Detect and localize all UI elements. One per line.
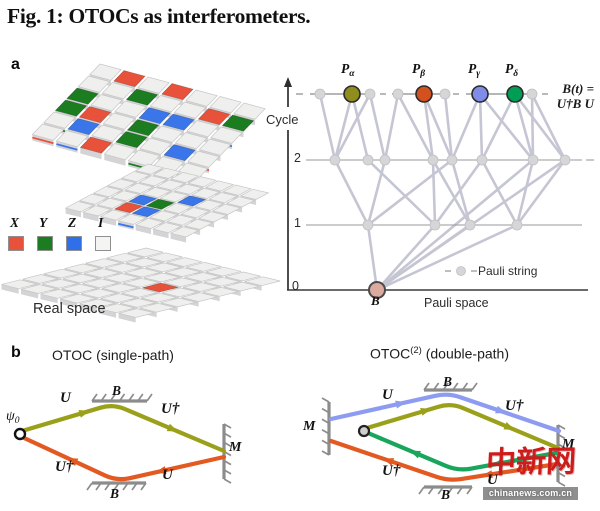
pauli-string-legend-glyph: [445, 266, 477, 276]
legend-i-swatch: [95, 236, 111, 251]
right-udag-bottom-label: U†: [382, 463, 401, 479]
pauli-graph-gridlines: [296, 93, 594, 226]
tick-0: 0: [292, 279, 299, 293]
right-b-bottom-mirror-label: B: [441, 487, 451, 502]
left-b-bottom-mirror-label: B: [110, 486, 120, 501]
otoc2-sup: (2): [410, 345, 422, 356]
qubit-grid-bottom: [1, 247, 281, 323]
bt-line1: B(t) =: [562, 81, 594, 96]
legend-z-swatch: [66, 236, 82, 251]
right-b-top-mirror-label: B: [443, 374, 453, 389]
p-beta-sub: β: [420, 69, 426, 79]
watermark-site: chinanews.com.cn: [483, 487, 578, 500]
p-gamma-label: Pγ: [468, 61, 481, 80]
otoc-single-title: OTOC (single-path): [52, 347, 174, 363]
panel-a-label: a: [11, 56, 20, 73]
pauli-graph-edges: [318, 92, 567, 292]
left-udag-bottom-label: U†: [55, 459, 74, 475]
left-udag-top-label: U†: [161, 401, 180, 417]
cycle-axis-label: Cycle: [266, 112, 299, 127]
left-m-mirror-label: M: [229, 440, 242, 455]
p-beta-label: Pβ: [412, 61, 426, 80]
tick-1: 1: [294, 216, 301, 230]
panel-b-label: b: [11, 344, 21, 361]
double-path-state-marker: [357, 424, 371, 438]
heisenberg-operator-label: B(t) = U†B U: [538, 81, 594, 111]
bt-line2: U†B U: [556, 95, 594, 111]
legend-y-label: Y: [39, 215, 48, 230]
cycle-axis: [284, 77, 588, 291]
legend-x-swatch: [8, 236, 24, 251]
tick-2: 2: [294, 151, 301, 165]
real-space-label: Real space: [33, 301, 106, 317]
qubit-grid-top: [31, 63, 266, 186]
double-path-beams: [328, 392, 562, 482]
qubit-grid-middle: [64, 163, 270, 243]
right-m-right-mirror-label: M: [562, 437, 575, 452]
watermark-logo: 中新网: [485, 445, 577, 480]
otoc-double-title: OTOC(2) (double-path): [370, 346, 509, 361]
p-delta-label: Pδ: [505, 61, 519, 80]
pauli-string-legend-label: Pauli string: [478, 264, 538, 278]
legend-y-swatch: [37, 236, 53, 251]
p-alpha-main: P: [341, 61, 350, 76]
left-u-bottom-label: U: [162, 467, 173, 483]
psi-sub: 0: [14, 416, 20, 426]
otoc2-main: OTOC: [370, 345, 411, 362]
legend-z-label: Z: [68, 215, 77, 230]
single-path-beams: [19, 404, 227, 482]
legend-i-label: I: [98, 215, 104, 230]
psi-main: ψ: [6, 409, 15, 424]
p-delta-main: P: [505, 61, 514, 76]
right-u-bottom-label: U: [487, 472, 498, 488]
figure-title: Fig. 1: OTOCs as interferometers.: [7, 4, 311, 28]
right-udag-top-label: U†: [505, 398, 524, 414]
p-delta-sub: δ: [513, 69, 519, 79]
left-b-top-mirror-label: B: [112, 383, 122, 398]
b-node-label: B: [371, 293, 380, 308]
p-gamma-main: P: [468, 61, 477, 76]
legend-x-label: X: [10, 215, 20, 230]
psi0-label: ψ0: [6, 409, 20, 427]
p-beta-main: P: [412, 61, 421, 76]
p-alpha-label: Pα: [341, 61, 355, 80]
left-u-top-label: U: [60, 390, 71, 406]
p-gamma-sub: γ: [476, 69, 481, 79]
otoc2-rest: (double-path): [421, 345, 509, 362]
p-alpha-sub: α: [349, 69, 355, 79]
right-u-top-label: U: [382, 387, 393, 403]
psi0-state-marker: [13, 427, 27, 441]
right-m-left-mirror-label: M: [303, 419, 316, 434]
pauli-graph-nodes: [314, 85, 571, 299]
pauli-space-axis-label: Pauli space: [424, 296, 489, 310]
